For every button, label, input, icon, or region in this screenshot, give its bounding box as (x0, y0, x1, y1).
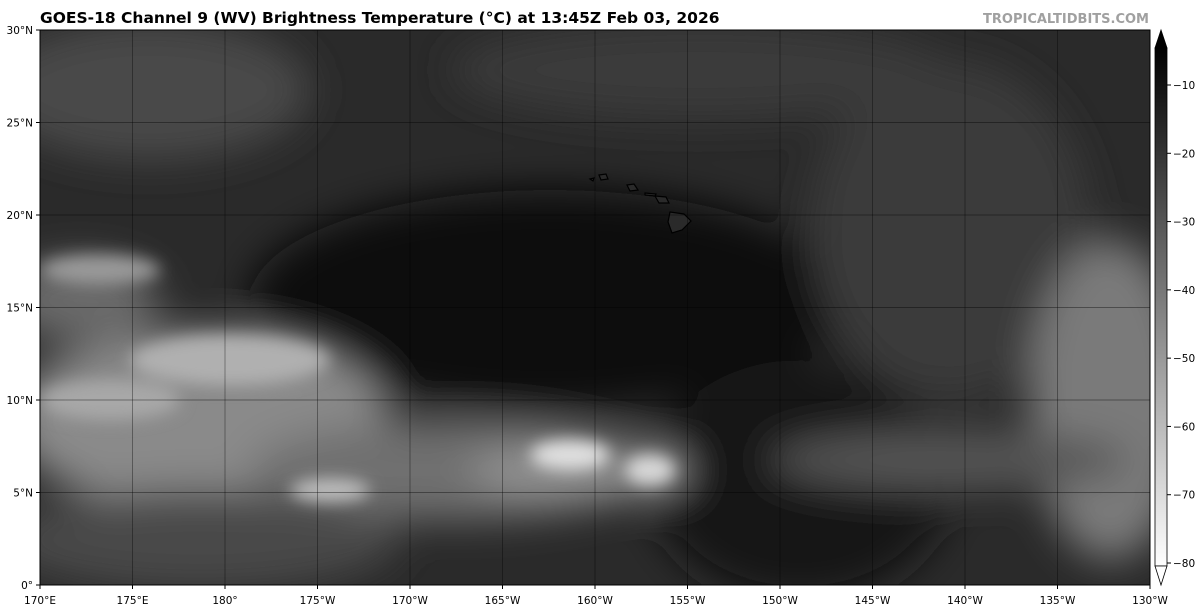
lon-tick-label: 175°E (117, 595, 149, 607)
lon-tick-label: 160°W (577, 595, 613, 607)
lon-tick-label: 140°W (947, 595, 983, 607)
colorbar: −10 −20 −30 −40 −50 −60 −70 −80 (1154, 28, 1195, 587)
lat-tick-label: 10°N (7, 395, 33, 407)
lat-tick-label: 30°N (7, 25, 33, 37)
colorbar-tick-label: −30 (1173, 217, 1195, 229)
imagery (40, 30, 1150, 585)
lon-tick-label: 170°W (392, 595, 428, 607)
lat-tick-label: 25°N (7, 118, 33, 130)
colorbar-tick-label: −70 (1173, 490, 1195, 502)
hawaii-islands (588, 173, 692, 234)
lon-tick-label: 145°W (855, 595, 891, 607)
lon-tick-label: 180° (212, 595, 237, 607)
lon-tick-label: 155°W (670, 595, 706, 607)
gridlines (40, 30, 1150, 585)
lat-tick-label: 20°N (7, 210, 33, 222)
colorbar-tick-label: −60 (1173, 421, 1195, 433)
lon-tick-label: 170°E (24, 595, 56, 607)
colorbar-tick-label: −20 (1173, 148, 1195, 160)
lon-tick-label: 130°W (1132, 595, 1168, 607)
lon-tick-label: 165°W (485, 595, 521, 607)
brand-watermark: TROPICALTIDBITS.COM (983, 12, 1149, 27)
lat-tick-label: 15°N (7, 303, 33, 315)
lat-tick-label: 5°N (13, 488, 33, 500)
colorbar-tick-label: −10 (1173, 80, 1195, 92)
lon-tick-label: 150°W (762, 595, 798, 607)
colorbar-tick-label: −50 (1173, 353, 1195, 365)
chart-title: GOES-18 Channel 9 (WV) Brightness Temper… (40, 9, 720, 27)
colorbar-tick-label: −40 (1173, 285, 1195, 297)
lon-tick-label: 135°W (1040, 595, 1076, 607)
lon-tick-label: 175°W (300, 595, 336, 607)
colorbar-tick-label: −80 (1173, 558, 1195, 570)
lat-tick-label: 0° (21, 580, 33, 592)
